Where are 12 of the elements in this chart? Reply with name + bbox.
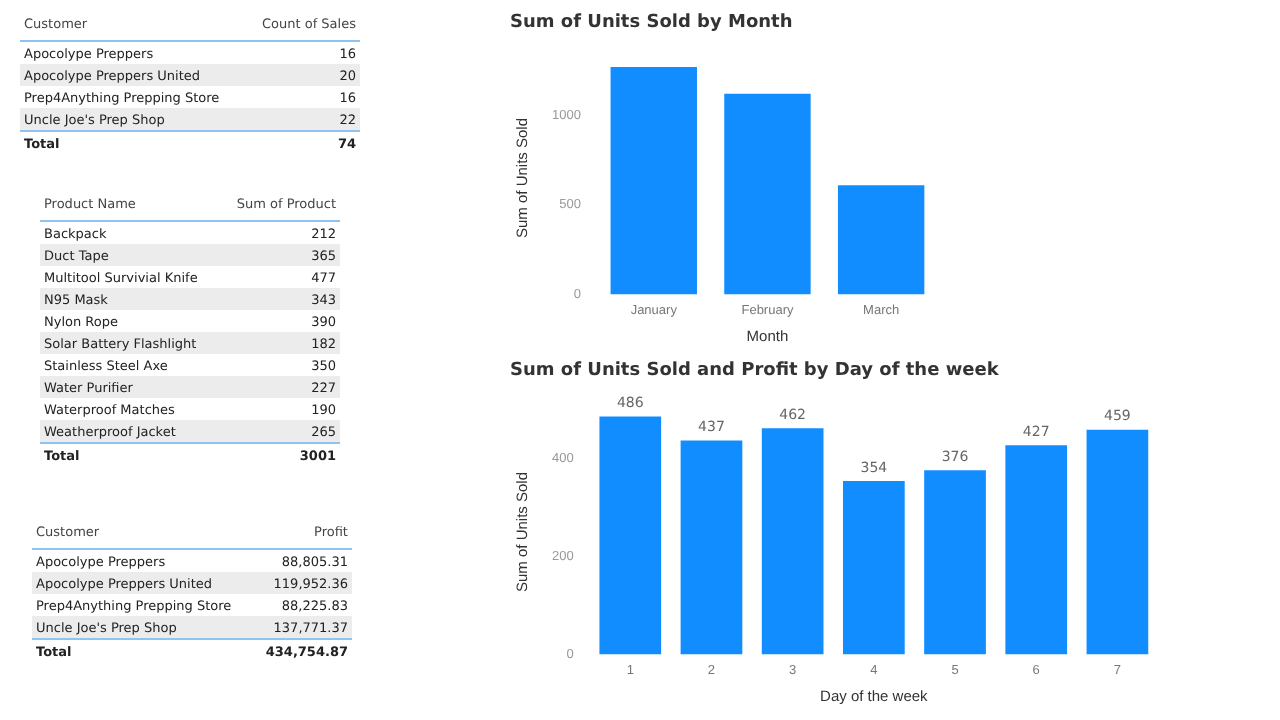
bar — [761, 428, 824, 655]
bar — [610, 66, 697, 295]
bar — [842, 481, 905, 655]
bar — [599, 416, 662, 655]
bar — [837, 185, 925, 295]
bar — [724, 93, 811, 295]
bar — [924, 470, 986, 655]
chart-title: Sum of Units Sold and Profit by Day of the week — [510, 361, 1001, 382]
bar — [1086, 429, 1149, 655]
chart-title: Sum of Units Sold by Month — [510, 13, 793, 34]
bar — [680, 440, 743, 655]
bar — [1005, 445, 1068, 655]
